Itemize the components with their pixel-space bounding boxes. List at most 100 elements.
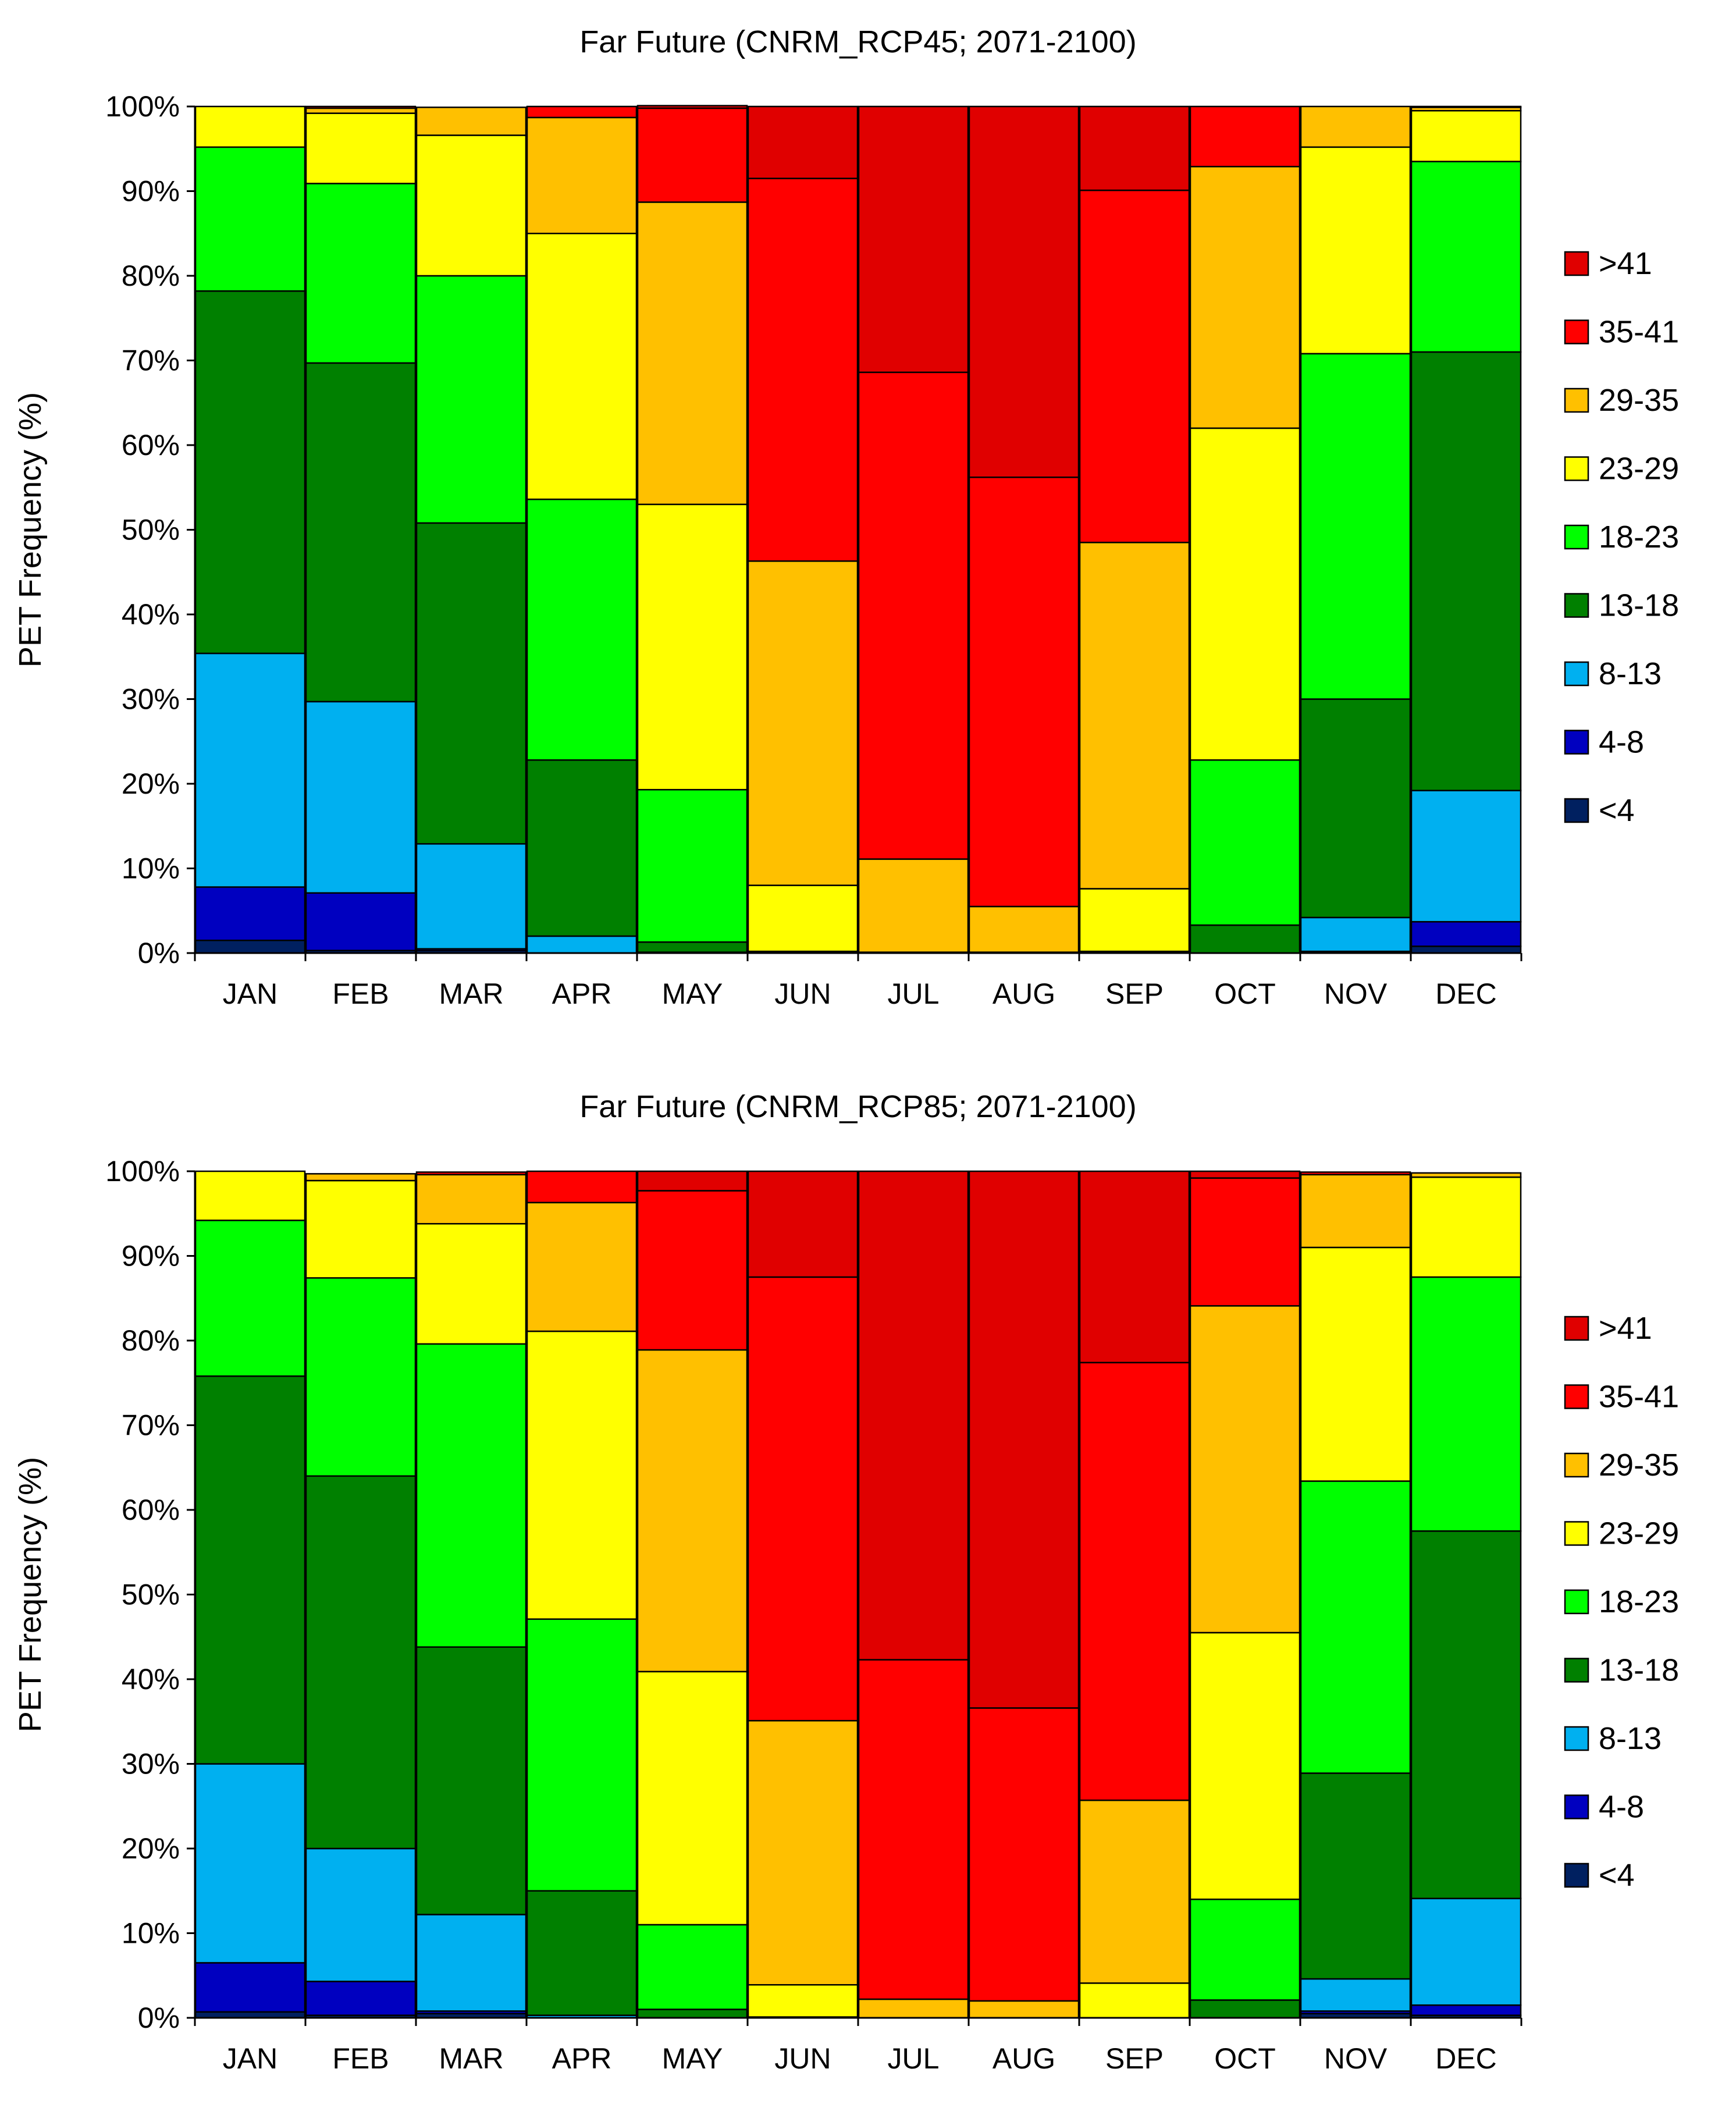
x-tick-label: FEB [332,977,389,1010]
legend-swatch [1564,319,1589,344]
bar-segment-nov-35-41 [1300,1171,1411,1176]
bar-segment-feb-13-18 [305,1475,417,1850]
y-tick-label: 0% [138,937,180,969]
legend-swatch [1564,251,1589,276]
bar-segment-oct-35-41 [1189,1177,1301,1307]
bar-segment-dec-8-13 [1410,1897,1522,2006]
bar-segment-apr-13-18 [526,1890,638,2016]
bar-segment-dec-23-29 [1410,110,1522,162]
bar-segment-oct-29-35 [1189,166,1301,429]
chart-panel-rcp85: Far Future (CNRM_RCP85; 2071-2100) PET Fr… [0,1065,1736,2112]
bar-segment-may-13-18 [636,2009,748,2019]
bar-segment-dec-35-41 [1410,105,1522,108]
x-tick-label: APR [552,2042,612,2075]
bar-segment-nov-29-35 [1300,105,1411,148]
bar-segment-mar-18-23 [415,1343,527,1648]
bar-segment-sep-35-41 [1079,1362,1190,1801]
bar-segment-feb-29-35 [305,107,417,114]
x-tick-label: OCT [1214,2042,1276,2075]
bar-segment-oct-29-35 [1189,1305,1301,1634]
x-tick-label: AUG [992,2042,1055,2075]
bar-segment-aug-gt41 [968,1170,1080,1709]
legend-label: <4 [1599,793,1635,828]
bar-segment-jan-4-8 [194,1962,306,2013]
y-tick-label: 20% [122,1832,180,1865]
bar-segment-feb-29-35 [305,1173,417,1182]
legend-label: <4 [1599,1858,1635,1893]
bar-segment-feb-8-13 [305,701,417,894]
legend-label: 13-18 [1599,1653,1679,1688]
bar-segment-sep-29-35 [1079,542,1190,890]
y-tick-label: 30% [122,683,180,716]
y-tick-label: 70% [122,1409,180,1442]
x-tick-label: DEC [1435,2042,1497,2075]
x-tick-label: FEB [332,2042,389,2075]
y-tick-label: 70% [122,344,180,377]
bar-segment-dec-13-18 [1410,351,1522,791]
bar-segment-may-18-23 [636,788,748,943]
bar-segment-oct-gt41 [1189,1170,1301,1179]
bar-segment-jan-23-29 [194,105,306,148]
y-tick-label: 50% [122,1579,180,1611]
legend-swatch [1564,1726,1589,1751]
bar-segment-may-13-18 [636,941,748,953]
bar-segment-may-35-41 [636,1190,748,1351]
bar-segment-dec-lt4 [1410,945,1522,954]
x-tick-label: SEP [1105,2042,1164,2075]
legend-label: 35-41 [1599,1380,1679,1414]
bar-segment-apr-29-35 [526,116,638,234]
y-tick-label: 40% [122,1663,180,1695]
bar-segment-oct-18-23 [1189,759,1301,926]
x-tick-label: NOV [1324,2042,1388,2075]
bar-segment-jun-29-35 [747,1720,859,1986]
bar-segment-sep-23-29 [1079,888,1190,952]
legend-swatch [1564,593,1589,618]
y-tick-label: 50% [122,514,180,546]
y-tick-label: 0% [138,2002,180,2034]
bar-segment-jun-gt41 [747,105,859,179]
y-tick-label: 100% [105,90,180,123]
legend-swatch [1564,730,1589,755]
legend-label: 4-8 [1599,1790,1644,1825]
legend-swatch [1564,524,1589,550]
legend-label: 8-13 [1599,656,1662,691]
bar-segment-aug-29-35 [968,2000,1080,2019]
bar-segment-mar-8-13 [415,843,527,950]
legend-swatch [1564,1589,1589,1615]
legend-label: 8-13 [1599,1721,1662,1756]
x-tick-label: MAR [439,977,503,1010]
bar-segment-jan-23-29 [194,1170,306,1221]
bar-segment-nov-23-29 [1300,146,1411,355]
y-tick-label: 60% [122,429,180,461]
legend-swatch [1564,1862,1589,1888]
bar-segment-mar-8-13 [415,1914,527,2012]
bar-segment-feb-8-13 [305,1847,417,1982]
bar-segment-nov-18-23 [1300,1480,1411,1774]
bar-segment-aug-35-41 [968,1707,1080,2002]
legend-swatch [1564,661,1589,687]
x-tick-label: AUG [992,977,1055,1010]
stacked-bar-chart-rcp45: Far Future (CNRM_RCP45; 2071-2100) PET Fr… [13,24,1679,1010]
bar-segment-oct-35-41 [1189,105,1301,168]
x-tick-label: MAY [662,2042,723,2075]
y-tick-label: 90% [122,175,180,208]
bar-segment-dec-23-29 [1410,1176,1522,1278]
bar-segment-jan-18-23 [194,1220,306,1377]
bar-segment-feb-23-29 [305,112,417,184]
bar-segment-oct-23-29 [1189,427,1301,761]
x-tick-label: JUL [888,977,940,1010]
bar-segment-sep-29-35 [1079,1799,1190,1984]
bar-segment-may-gt41 [636,1170,748,1192]
legend-label: 23-29 [1599,1516,1679,1551]
y-tick-label: 90% [122,1240,180,1272]
bar-segment-feb-18-23 [305,1277,417,1477]
bar-segment-jul-35-41 [858,1659,969,2000]
legend-swatch [1564,798,1589,823]
bar-segment-apr-8-13 [526,935,638,954]
bar-segment-dec-18-23 [1410,161,1522,353]
bar-segment-may-23-29 [636,503,748,791]
legend-label: >41 [1599,246,1652,281]
legend-label: 13-18 [1599,588,1679,623]
x-tick-label: OCT [1214,977,1276,1010]
bar-segment-feb-23-29 [305,1179,417,1279]
